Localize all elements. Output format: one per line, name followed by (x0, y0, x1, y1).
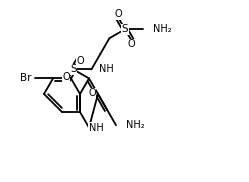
Text: Br: Br (20, 73, 32, 83)
Text: O: O (88, 88, 96, 98)
Text: S: S (122, 24, 128, 34)
Text: NH₂: NH₂ (153, 24, 172, 34)
Text: NH: NH (89, 123, 103, 133)
Text: O: O (115, 9, 123, 19)
Text: O: O (77, 56, 84, 66)
Text: O: O (127, 39, 135, 49)
Text: NH: NH (99, 64, 114, 74)
Text: S: S (70, 64, 77, 74)
Text: O: O (62, 72, 70, 82)
Text: NH₂: NH₂ (126, 120, 145, 130)
